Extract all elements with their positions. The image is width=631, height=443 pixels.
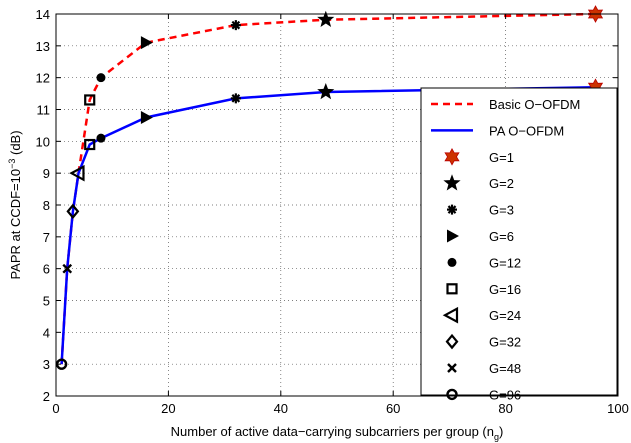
marker-g32-basic xyxy=(66,203,80,220)
series-lines xyxy=(60,12,596,365)
y-tick-label: 12 xyxy=(36,71,50,86)
legend-label: G=12 xyxy=(489,255,521,270)
y-tick-label: 7 xyxy=(43,230,50,245)
x-tick-label: 60 xyxy=(386,401,400,416)
legend-label: G=6 xyxy=(489,229,514,244)
legend-label: G=16 xyxy=(489,282,521,297)
legend-label: G=96 xyxy=(489,387,521,402)
legend-label: G=3 xyxy=(489,203,514,218)
legend-marker xyxy=(444,147,460,166)
legend-label: G=2 xyxy=(489,176,514,191)
x-tick-label: 40 xyxy=(274,401,288,416)
marker-g3-pa xyxy=(230,93,241,104)
marker-g2-basic xyxy=(317,10,335,27)
y-tick-label: 6 xyxy=(43,262,50,277)
legend-label: PA O−OFDM xyxy=(489,123,564,138)
marker-g6-pa xyxy=(140,110,153,124)
marker-g2-pa xyxy=(317,83,335,100)
legend-marker xyxy=(446,388,458,401)
legend-marker xyxy=(447,204,457,215)
y-tick-label: 3 xyxy=(43,357,50,372)
legend-marker xyxy=(447,257,457,267)
y-tick-label: 5 xyxy=(43,294,50,309)
x-tick-label: 100 xyxy=(607,401,629,416)
x-tick-label: 80 xyxy=(498,401,512,416)
marker-g16-pa xyxy=(84,138,96,151)
y-axis-label: PAPR at CCDF=10−3 (dB) xyxy=(7,130,23,279)
axis-ticks: 0 20 40 60 80 100 2 3 4 5 6 7 8 9 10 11 12 13 14 xyxy=(36,7,629,416)
legend-label: G=48 xyxy=(489,361,521,376)
x-tick-label: 20 xyxy=(161,401,175,416)
legend-label: G=32 xyxy=(489,335,521,350)
y-tick-label: 14 xyxy=(36,7,50,22)
y-tick-label: 10 xyxy=(36,134,50,149)
x-axis-label: Number of active data−carrying subcarrie… xyxy=(171,424,504,442)
y-tick-label: 9 xyxy=(43,166,50,181)
legend-marker xyxy=(442,306,459,324)
marker-g12-pa xyxy=(96,133,106,143)
y-tick-label: 11 xyxy=(37,103,51,118)
legend-marker xyxy=(446,283,458,295)
legend: Basic O−OFDM PA O−OFDM G=1 G=2 G=3 G=6 G=12 G=1… xyxy=(420,87,618,402)
legend-marker xyxy=(447,363,457,373)
marker-g3-basic xyxy=(230,20,241,31)
legend-box xyxy=(420,87,618,396)
marker-g6-basic xyxy=(140,36,153,50)
y-tick-label: 4 xyxy=(43,325,50,340)
y-tick-label: 13 xyxy=(36,39,50,54)
marker-g12-basic xyxy=(96,73,106,83)
legend-label: Basic O−OFDM xyxy=(489,97,580,112)
legend-marker xyxy=(443,174,461,191)
marker-g16-basic xyxy=(84,94,96,106)
marker-g48-basic xyxy=(62,263,73,274)
legend-marker xyxy=(445,333,459,350)
legend-marker xyxy=(447,229,459,243)
legend-label: G=1 xyxy=(489,150,514,165)
x-tick-label: 0 xyxy=(52,401,59,416)
y-tick-label: 2 xyxy=(43,389,50,404)
y-tick-label: 8 xyxy=(43,198,50,213)
marker-g24-basic xyxy=(69,164,85,182)
legend-label: G=24 xyxy=(489,308,521,323)
series-line-pa xyxy=(60,85,596,365)
